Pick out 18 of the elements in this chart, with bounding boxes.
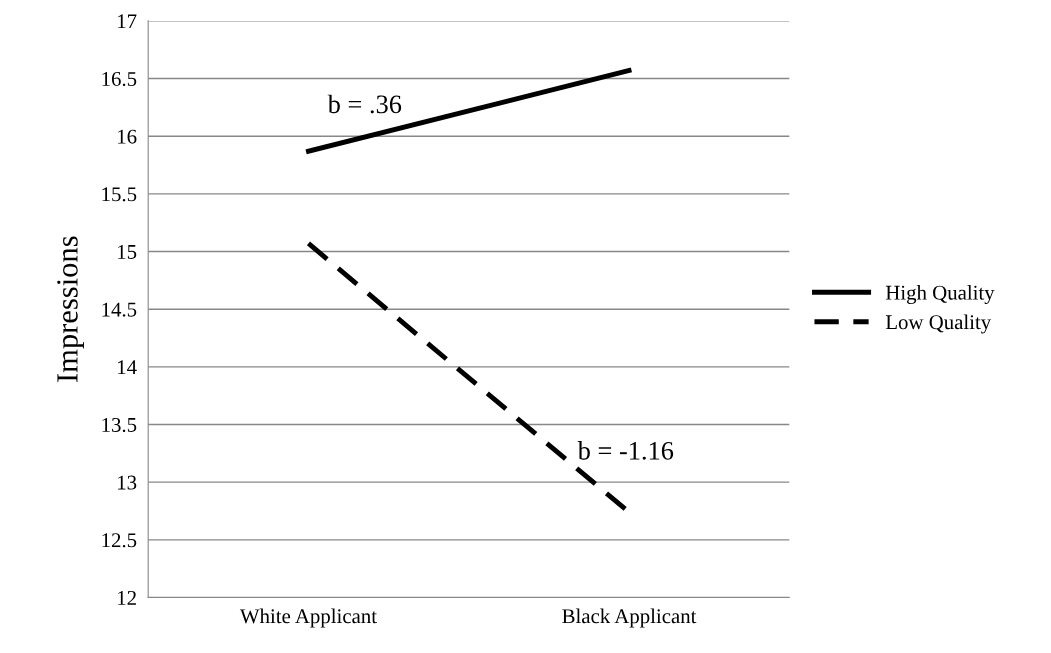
- y-tick-label: 14.5: [102, 302, 137, 317]
- y-tick-label: 16.5: [102, 71, 137, 87]
- y-tick-label: 13: [118, 475, 137, 490]
- y-tick-label: 16: [118, 129, 137, 144]
- annotation: b = -1.16: [577, 441, 674, 460]
- annotation: b = .36: [327, 94, 402, 114]
- x-tick-label: White Applicant: [239, 608, 377, 628]
- x-tick-label: Black Applicant: [562, 608, 697, 628]
- legend-label: High Quality: [885, 285, 995, 304]
- y-axis-title: Impressions: [57, 236, 84, 382]
- y-tick-label: 17: [118, 14, 137, 29]
- y-tick-label: 12: [118, 590, 136, 605]
- y-tick-label: 15.5: [102, 187, 137, 202]
- y-tick-label: 15: [118, 245, 137, 259]
- y-tick-label: 14: [118, 360, 137, 375]
- y-tick-label: 12.5: [102, 533, 137, 548]
- legend-label: Low Quality: [885, 314, 992, 334]
- y-tick-label: 13.5: [102, 417, 137, 433]
